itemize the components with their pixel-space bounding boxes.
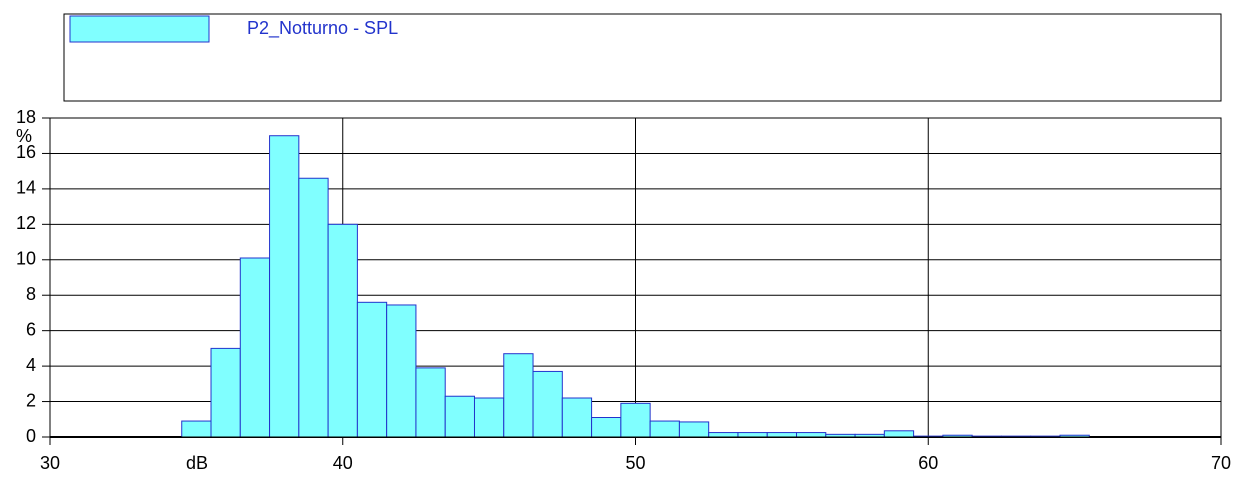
bar	[269, 135, 300, 438]
bar	[181, 420, 212, 438]
bar	[386, 304, 417, 438]
x-axis-label: dB	[186, 453, 208, 473]
x-tick-label: 40	[333, 453, 353, 473]
y-tick-label: 0	[26, 426, 36, 446]
y-tick-label: 10	[16, 249, 36, 269]
x-tick-label: 50	[625, 453, 645, 473]
bar	[561, 397, 593, 438]
bar	[591, 417, 622, 438]
plot-frame	[49, 117, 1222, 438]
y-tick-label: 4	[26, 355, 36, 375]
bar	[239, 257, 271, 438]
bar	[298, 177, 329, 438]
bar	[210, 347, 241, 438]
bar	[708, 432, 739, 438]
y-tick-label: 18	[16, 107, 36, 127]
bar	[444, 395, 475, 438]
x-tick-label: 60	[918, 453, 938, 473]
y-tick-label: 12	[16, 213, 36, 233]
bar	[649, 420, 680, 438]
bar	[678, 421, 710, 438]
x-tick-label: 30	[40, 453, 60, 473]
y-tick-label: 16	[16, 142, 36, 162]
bar	[620, 402, 651, 438]
bar	[883, 430, 915, 438]
bar	[737, 432, 768, 438]
y-axis-label: %	[16, 126, 32, 146]
y-tick-label: 8	[26, 284, 36, 304]
bar	[473, 397, 505, 438]
bar	[503, 353, 534, 438]
bar	[796, 432, 827, 438]
y-tick-label: 2	[26, 390, 36, 410]
y-tick-label: 6	[26, 319, 36, 339]
legend-swatch	[69, 15, 210, 43]
bar	[766, 432, 798, 438]
bar	[415, 367, 446, 438]
x-tick-label: 70	[1211, 453, 1231, 473]
legend-box	[63, 13, 1222, 102]
bar	[356, 301, 388, 438]
y-tick-label: 14	[16, 178, 36, 198]
bar	[532, 370, 563, 438]
legend-label: P2_Notturno - SPL	[247, 18, 398, 39]
bar	[327, 223, 358, 438]
